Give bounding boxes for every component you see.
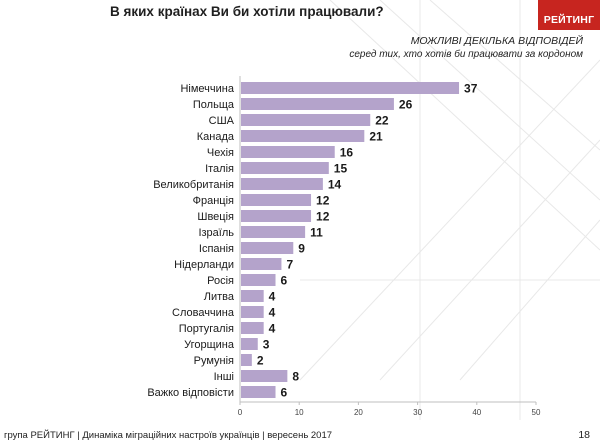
bar bbox=[241, 338, 258, 350]
data-label: 2 bbox=[257, 354, 264, 368]
x-tick-label: 10 bbox=[295, 408, 304, 417]
footer-text: група РЕЙТИНГ | Динаміка міграційних нас… bbox=[4, 430, 333, 441]
page-number: 18 bbox=[578, 429, 590, 441]
category-label: Росія bbox=[207, 275, 234, 287]
data-label: 16 bbox=[340, 146, 354, 160]
category-label: Польща bbox=[193, 99, 235, 111]
category-label: Ізраїль bbox=[198, 227, 234, 239]
category-label: Румунія bbox=[194, 355, 234, 367]
data-label: 12 bbox=[316, 194, 330, 208]
bar bbox=[241, 370, 288, 382]
category-label: Угорщина bbox=[184, 339, 235, 351]
bar bbox=[241, 306, 264, 318]
category-label: Іспанія bbox=[199, 243, 234, 255]
bar bbox=[241, 98, 394, 110]
bar bbox=[241, 290, 264, 302]
data-label: 7 bbox=[286, 258, 293, 272]
data-label: 37 bbox=[464, 82, 478, 96]
base-note: серед тих, хто хотів би працювати за кор… bbox=[349, 49, 583, 60]
data-label: 3 bbox=[263, 338, 270, 352]
data-label: 6 bbox=[281, 386, 288, 400]
data-label: 4 bbox=[269, 322, 276, 336]
x-tick-label: 0 bbox=[238, 408, 243, 417]
bar bbox=[241, 130, 365, 142]
category-label: Чехія bbox=[207, 147, 234, 159]
bar bbox=[241, 114, 371, 126]
data-label: 4 bbox=[269, 306, 276, 320]
bar bbox=[241, 194, 312, 206]
category-label: Словаччина bbox=[172, 307, 235, 319]
category-label: Важко відповісти bbox=[147, 387, 234, 399]
multiple-answers-note: МОЖЛИВІ ДЕКІЛЬКА ВІДПОВІДЕЙ bbox=[410, 35, 583, 47]
category-label: Нідерланди bbox=[174, 259, 234, 271]
slide-title: В яких країнах Ви би хотіли працювали? bbox=[110, 4, 384, 19]
data-label: 4 bbox=[269, 290, 276, 304]
data-label: 21 bbox=[369, 130, 383, 144]
data-label: 8 bbox=[292, 370, 299, 384]
bar bbox=[241, 210, 312, 222]
category-label: Великобританія bbox=[153, 179, 234, 191]
bar bbox=[241, 226, 306, 238]
x-tick-label: 40 bbox=[472, 408, 481, 417]
data-label: 12 bbox=[316, 210, 330, 224]
category-label: Португалія bbox=[179, 323, 234, 335]
data-label: 22 bbox=[375, 114, 389, 128]
category-label: Канада bbox=[197, 131, 235, 143]
bar bbox=[241, 258, 282, 270]
category-label: Італія bbox=[205, 163, 234, 175]
data-label: 6 bbox=[281, 274, 288, 288]
bar bbox=[241, 146, 335, 158]
data-label: 9 bbox=[298, 242, 305, 256]
category-label: Німеччина bbox=[180, 83, 234, 95]
bar bbox=[241, 178, 323, 190]
x-tick-label: 20 bbox=[354, 408, 363, 417]
bar bbox=[241, 82, 460, 94]
data-label: 14 bbox=[328, 178, 342, 192]
bar bbox=[241, 242, 294, 254]
category-label: Швеція bbox=[197, 211, 234, 223]
x-tick-label: 50 bbox=[532, 408, 541, 417]
bar bbox=[241, 322, 264, 334]
category-label: Франція bbox=[193, 195, 234, 207]
data-label: 26 bbox=[399, 98, 413, 112]
bar bbox=[241, 354, 252, 366]
data-label: 15 bbox=[334, 162, 348, 176]
category-label: Інші bbox=[214, 371, 234, 383]
rating-logo: РЕЙТИНГ bbox=[538, 0, 600, 30]
bar bbox=[241, 274, 276, 286]
category-label: Литва bbox=[204, 291, 235, 303]
category-label: США bbox=[209, 115, 235, 127]
x-tick-label: 30 bbox=[413, 408, 422, 417]
bar bbox=[241, 162, 329, 174]
bar bbox=[241, 386, 276, 398]
data-label: 11 bbox=[310, 226, 323, 240]
